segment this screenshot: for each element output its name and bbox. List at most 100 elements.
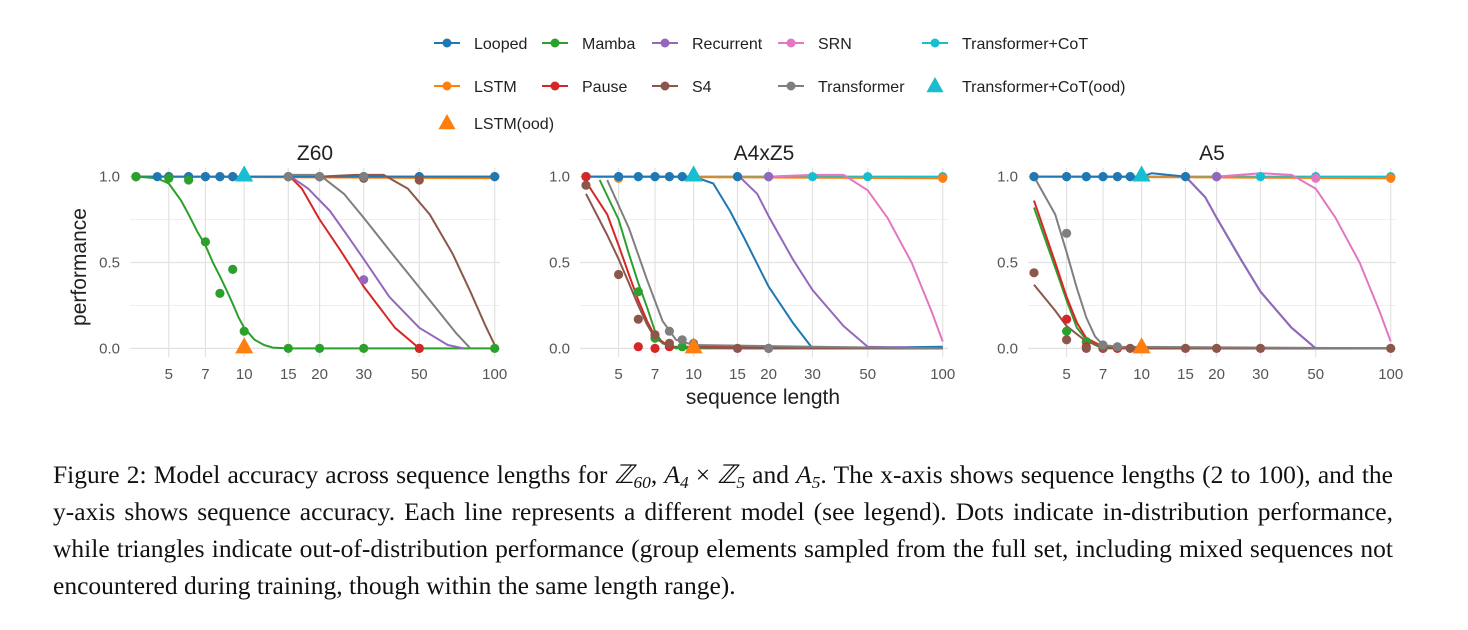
legend-triangle-lstm-ood bbox=[438, 114, 456, 130]
point-lstm bbox=[1386, 173, 1396, 183]
point-s4 bbox=[1081, 343, 1091, 353]
point-recurrent bbox=[1212, 172, 1222, 182]
legend-item-s4: S4 bbox=[652, 79, 712, 96]
x-tick-label: 15 bbox=[1177, 366, 1194, 383]
point-looped bbox=[1125, 172, 1135, 182]
x-tick-label: 30 bbox=[355, 366, 372, 383]
series-points bbox=[1029, 172, 1396, 353]
point-recurrent bbox=[359, 275, 369, 285]
point-transformer-cot bbox=[863, 172, 873, 182]
figure-caption: Figure 2: Model accuracy across sequence… bbox=[53, 456, 1393, 604]
point-s4 bbox=[414, 175, 424, 185]
caption-math-z5: ℤ5 bbox=[717, 460, 745, 492]
line-mamba bbox=[598, 179, 943, 350]
legend-label-lstm: LSTM bbox=[474, 79, 517, 96]
line-recurrent bbox=[287, 174, 464, 350]
point-recurrent bbox=[764, 172, 774, 182]
math-subscript: 5 bbox=[736, 472, 745, 492]
panel-a5: A5 5 7 10 15 20 30 50 100 0.0 0.5 1.0 bbox=[997, 142, 1403, 383]
line-mamba bbox=[135, 175, 495, 350]
x-tick-label: 50 bbox=[1307, 366, 1324, 383]
legend-label-transformer-cot-ood: Transformer+CoT(ood) bbox=[962, 79, 1125, 96]
y-axis-label: performance bbox=[68, 208, 91, 326]
x-tick-label: 5 bbox=[1062, 366, 1070, 383]
grid bbox=[580, 168, 948, 357]
x-tick-label: 10 bbox=[236, 366, 253, 383]
point-mamba bbox=[200, 237, 210, 247]
y-tick-label: 0.5 bbox=[99, 255, 120, 272]
x-axis-label: sequence length bbox=[686, 386, 840, 409]
point-s4 bbox=[614, 269, 624, 280]
legend-item-mamba: Mamba bbox=[542, 36, 635, 53]
math-subscript: 5 bbox=[811, 472, 821, 492]
point-s4 bbox=[650, 330, 660, 340]
line-pause bbox=[287, 174, 420, 350]
point-s4 bbox=[1180, 343, 1191, 353]
caption-text-4: and bbox=[745, 460, 797, 489]
x-tick-label: 7 bbox=[1099, 366, 1107, 383]
line-mamba bbox=[1033, 207, 1391, 350]
point-transformer-cot bbox=[807, 172, 818, 182]
point-mamba bbox=[490, 343, 500, 353]
point-srn bbox=[1311, 173, 1321, 183]
line-srn bbox=[1216, 172, 1392, 342]
point-looped bbox=[614, 172, 624, 182]
ood-triangle-transformer-cot-ood bbox=[684, 165, 703, 182]
point-transformer bbox=[315, 172, 325, 182]
ood-triangle-transformer-cot-ood bbox=[235, 165, 254, 182]
x-tick-label: 5 bbox=[165, 366, 173, 383]
math-symbol: A bbox=[796, 460, 812, 489]
legend-label-srn: SRN bbox=[818, 36, 852, 53]
line-transformer bbox=[606, 179, 943, 350]
point-looped bbox=[664, 172, 675, 182]
legend-label-s4: S4 bbox=[692, 79, 712, 96]
x-tick-label: 15 bbox=[280, 366, 297, 383]
line-transformer bbox=[1033, 176, 1391, 350]
legend-dot-mamba bbox=[550, 38, 560, 48]
legend-item-transformer-cot: Transformer+CoT bbox=[922, 36, 1088, 53]
point-pause bbox=[414, 343, 424, 353]
point-looped bbox=[1180, 172, 1191, 182]
point-s4 bbox=[664, 338, 675, 348]
series-lines bbox=[585, 173, 944, 350]
point-looped bbox=[1112, 172, 1122, 182]
x-tick-label: 100 bbox=[482, 366, 507, 383]
caption-text-1: Figure 2: Model accuracy across sequence… bbox=[53, 460, 615, 489]
point-transformer bbox=[764, 343, 774, 353]
caption-math-z60: ℤ60 bbox=[614, 460, 650, 491]
x-tick-label: 20 bbox=[1208, 366, 1225, 383]
legend-dot-transformer bbox=[786, 81, 796, 91]
panel-title: Z60 bbox=[297, 142, 333, 165]
point-transformer bbox=[1098, 340, 1108, 350]
figure-canvas: Looped Mamba Recurrent SRN Transformer+CoT LS… bbox=[68, 36, 1403, 409]
x-tick-label: 30 bbox=[804, 366, 821, 383]
point-s4 bbox=[1255, 343, 1266, 353]
legend-item-pause: Pause bbox=[542, 79, 627, 96]
legend-item-looped: Looped bbox=[434, 36, 527, 53]
line-s4 bbox=[585, 193, 943, 350]
legend-item-transformer-cot-ood: Transformer+CoT(ood) bbox=[926, 77, 1125, 96]
x-tick-label: 15 bbox=[729, 366, 746, 383]
legend-triangle-transformer-cot-ood bbox=[926, 77, 944, 93]
y-tick-label: 0.0 bbox=[997, 340, 1018, 357]
point-looped bbox=[732, 172, 743, 182]
x-tick-label: 7 bbox=[201, 366, 209, 383]
point-mamba bbox=[184, 175, 194, 185]
panel-title: A4xZ5 bbox=[734, 142, 795, 165]
point-looped bbox=[215, 172, 225, 182]
point-pause bbox=[1062, 314, 1072, 324]
point-looped bbox=[1081, 172, 1091, 182]
point-transformer bbox=[1062, 228, 1072, 238]
math-subscript: 4 bbox=[679, 472, 689, 492]
point-looped bbox=[152, 172, 162, 182]
y-tick-label: 0.5 bbox=[549, 255, 570, 272]
series-points bbox=[581, 172, 948, 353]
panel-z60: Z60 5 7 10 15 20 30 50 100 0.0 0.5 1.0 bbox=[99, 142, 507, 383]
point-mamba bbox=[359, 343, 369, 353]
legend-dot-looped bbox=[442, 38, 452, 48]
caption-text-5: . The x-axis shows sequence lengths (2 t… bbox=[53, 460, 1393, 600]
x-tick-label: 10 bbox=[1133, 366, 1150, 383]
math-symbol: ℤ bbox=[717, 460, 737, 489]
point-looped bbox=[633, 172, 643, 182]
line-transformer bbox=[288, 173, 472, 350]
